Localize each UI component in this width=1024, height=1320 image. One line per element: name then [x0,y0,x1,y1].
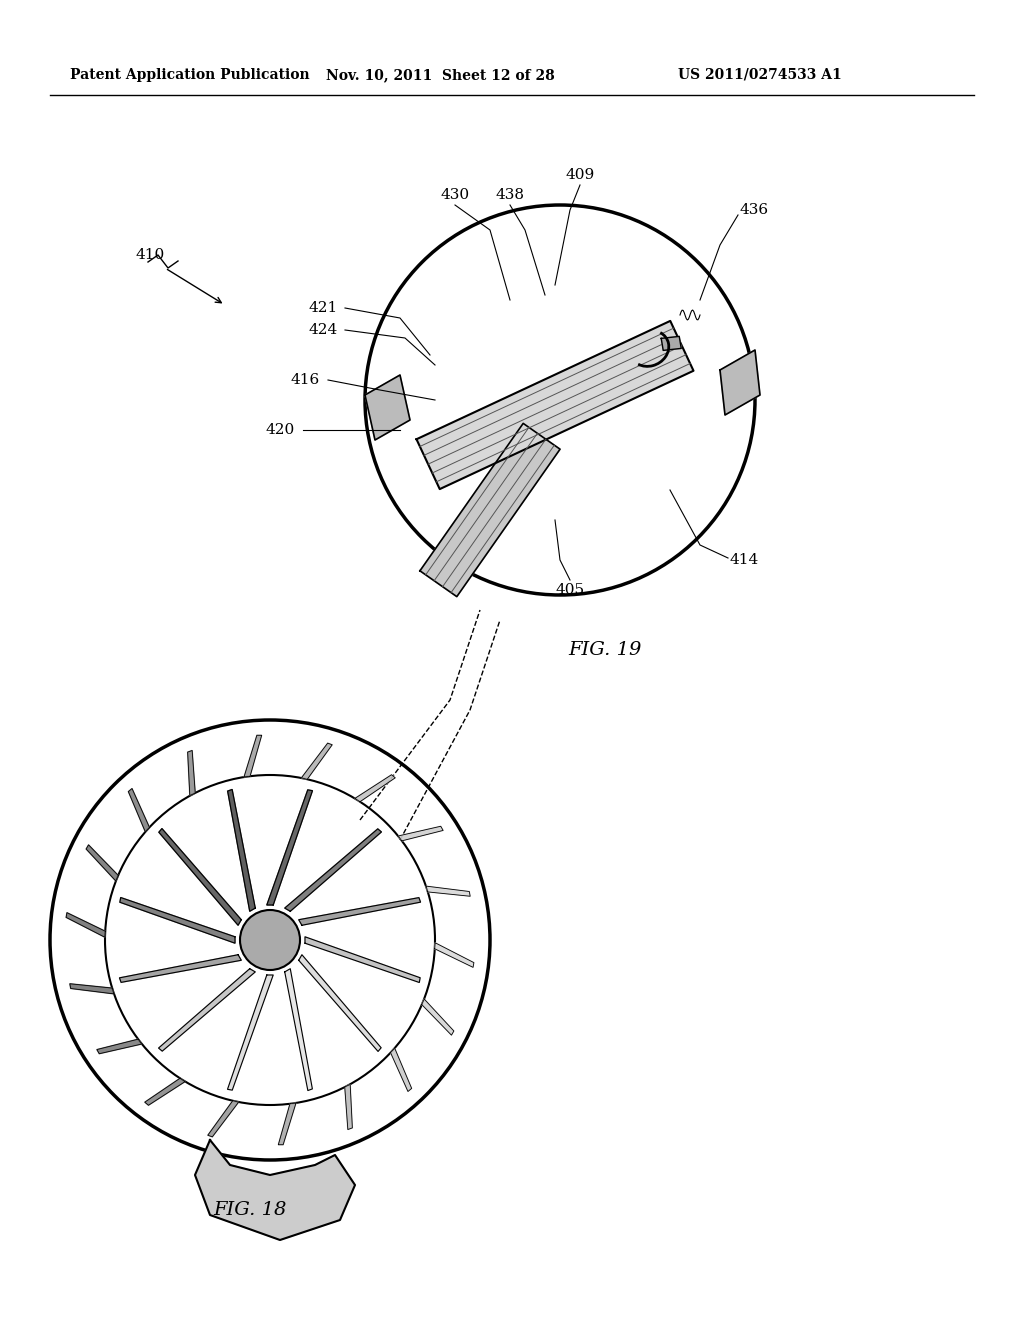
Polygon shape [227,789,255,911]
Polygon shape [267,789,312,906]
Polygon shape [285,969,312,1090]
Polygon shape [305,937,420,982]
Polygon shape [345,1085,352,1130]
Text: 409: 409 [565,168,595,182]
Polygon shape [244,735,262,777]
Polygon shape [299,898,421,925]
Polygon shape [208,1101,239,1137]
Text: 410: 410 [135,248,164,261]
Text: US 2011/0274533 A1: US 2011/0274533 A1 [678,69,842,82]
Text: Patent Application Publication: Patent Application Publication [71,69,310,82]
Polygon shape [420,424,560,597]
Polygon shape [187,751,196,796]
Circle shape [240,909,300,970]
Polygon shape [355,775,395,801]
Polygon shape [279,1104,296,1144]
Polygon shape [97,1039,141,1053]
Polygon shape [86,845,119,880]
Text: 424: 424 [309,323,338,337]
Polygon shape [128,788,150,832]
Polygon shape [398,826,443,841]
Polygon shape [120,898,234,944]
Text: FIG. 19: FIG. 19 [568,642,642,659]
Text: Nov. 10, 2011  Sheet 12 of 28: Nov. 10, 2011 Sheet 12 of 28 [326,69,554,82]
Polygon shape [720,350,760,414]
Text: 405: 405 [555,583,585,597]
Polygon shape [434,942,474,968]
Polygon shape [159,829,242,925]
Polygon shape [120,954,242,982]
Text: 421: 421 [309,301,338,315]
Polygon shape [159,969,255,1051]
Polygon shape [195,1140,355,1239]
Text: 420: 420 [266,422,295,437]
Text: 430: 430 [440,187,470,202]
Polygon shape [227,975,273,1090]
Polygon shape [417,321,693,490]
Polygon shape [285,829,382,911]
Polygon shape [144,1078,185,1105]
Polygon shape [422,999,454,1035]
Polygon shape [67,912,105,937]
Polygon shape [70,983,114,994]
Text: FIG. 18: FIG. 18 [213,1201,287,1218]
Text: 416: 416 [291,374,319,387]
Polygon shape [301,743,332,779]
Text: 414: 414 [730,553,759,568]
Text: 436: 436 [740,203,769,216]
Polygon shape [662,337,681,350]
Text: 438: 438 [496,187,524,202]
Polygon shape [299,954,381,1052]
Polygon shape [390,1048,412,1092]
Polygon shape [365,375,410,440]
Polygon shape [426,886,470,896]
